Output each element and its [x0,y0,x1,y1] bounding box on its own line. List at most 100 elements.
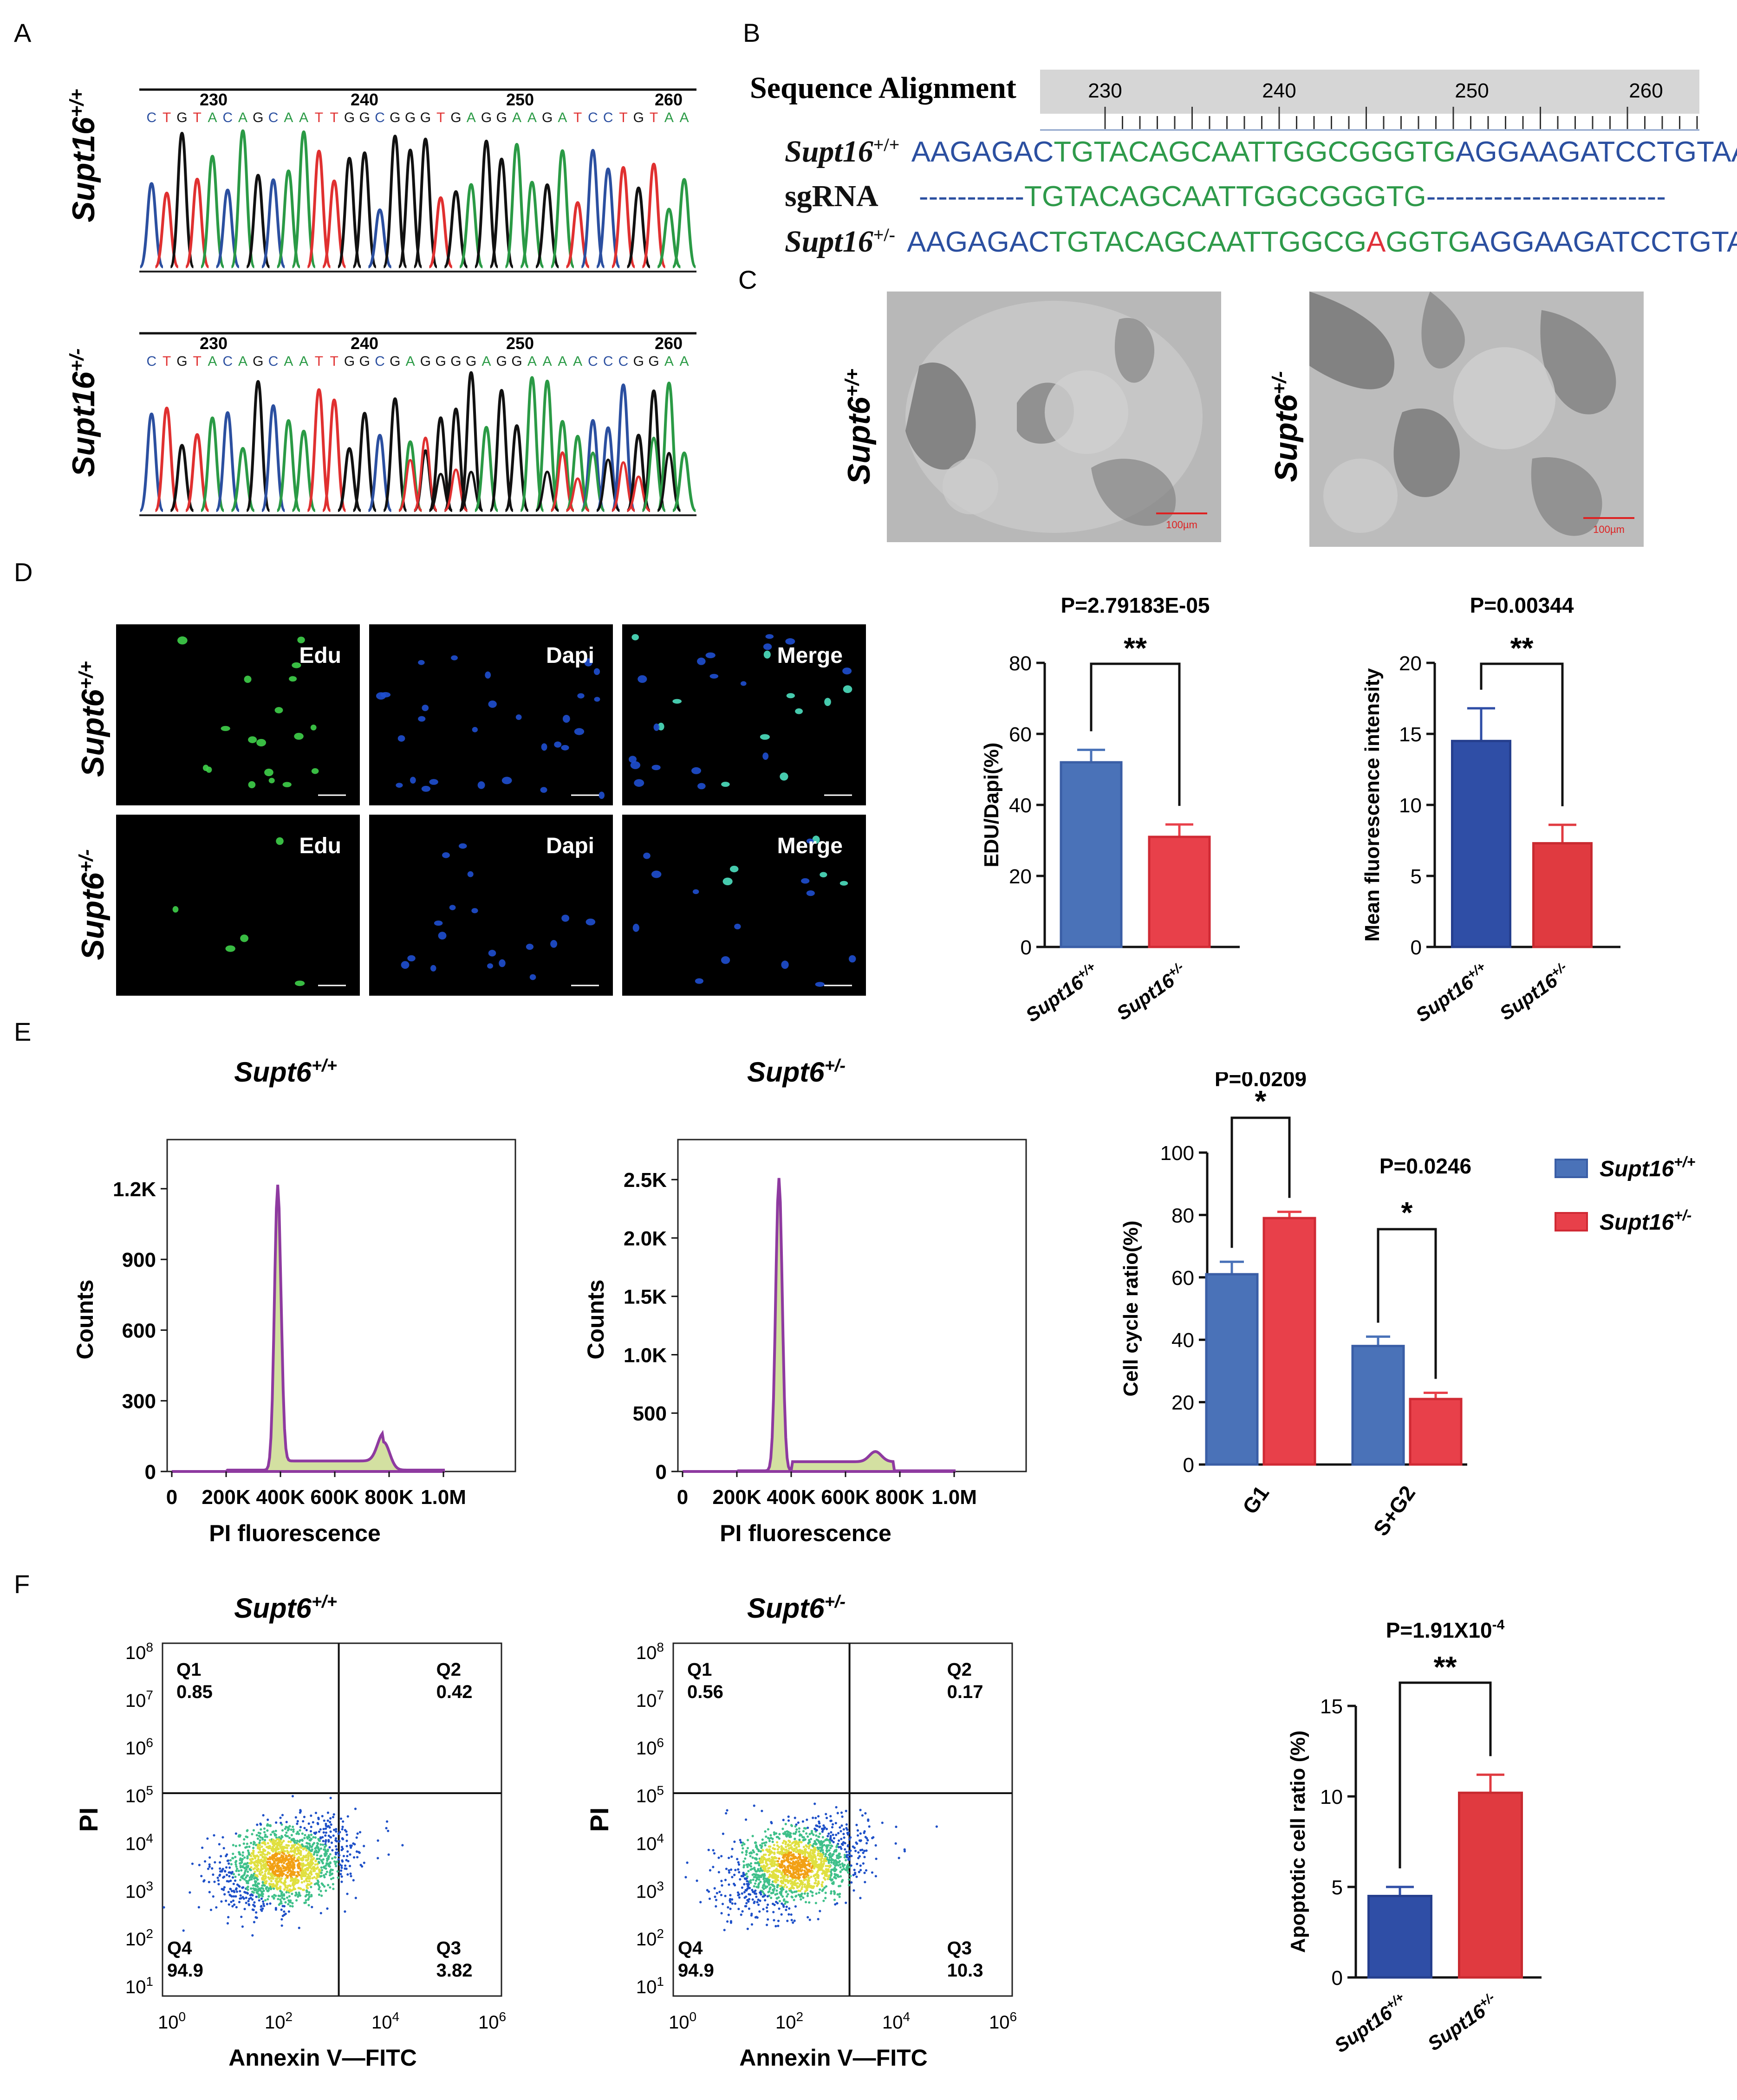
ruler-250: 250 [1455,79,1489,102]
event-dot [720,1855,723,1858]
event-dot [281,1870,284,1873]
y-tick-label: 108 [636,1640,664,1663]
chromatogram-tick-label: 230 [200,334,228,353]
event-dot [775,1857,778,1860]
event-dot [258,1873,261,1875]
trace-peak [534,183,560,268]
panel-label-e: E [14,1017,32,1046]
event-dot [800,1841,802,1844]
event-dot [684,1876,687,1879]
event-dot [349,1853,351,1856]
event-dot [281,1851,284,1854]
event-dot [335,1848,338,1851]
event-dot [197,1906,200,1909]
event-dot [308,1895,311,1898]
event-dot [258,1844,261,1847]
event-dot [290,1828,293,1831]
event-dot [274,1907,277,1910]
event-dot [273,1842,277,1845]
event-dot [283,1894,286,1897]
trace-peak [610,166,637,268]
event-dot [785,1851,788,1854]
event-dot [280,1894,284,1897]
event-dot [246,1881,248,1884]
significance-bracket [1399,1681,1492,1868]
event-dot [832,1841,835,1843]
event-dot [222,1876,225,1879]
bar [1148,836,1211,948]
event-dot [794,1855,796,1858]
event-dot [346,1815,349,1818]
event-dot [748,1886,751,1889]
event-dot [840,1824,843,1827]
event-dot [799,1889,802,1893]
event-dot [266,1886,268,1889]
event-dot [260,1871,264,1874]
event-dot [292,1825,294,1828]
fluorescence-image: Merge [622,624,866,805]
event-dot [315,1849,318,1852]
event-dot [246,1866,249,1869]
event-dot [279,1851,281,1854]
event-dot [785,1906,788,1908]
event-dot [833,1837,836,1840]
quadrant-value: 0.85 [176,1682,213,1702]
event-dot [846,1865,849,1868]
event-dot [322,1831,325,1834]
cell-nucleus [795,708,803,714]
event-dot [804,1853,807,1856]
event-dot [281,1829,284,1832]
event-dot [356,1856,359,1859]
event-dot [272,1883,275,1886]
cell-nucleus [691,767,702,774]
event-dot [300,1878,303,1880]
base-call: A [238,110,247,125]
x-tick-label: 106 [989,2009,1017,2033]
event-dot [291,1795,294,1798]
y-tick-label: 40 [1009,794,1032,817]
event-dot [780,1913,783,1916]
y-tick-label: 10 [1399,794,1422,817]
event-dot [788,1907,791,1910]
event-dot [248,1853,251,1856]
event-dot [226,1922,229,1925]
event-dot [323,1819,325,1822]
event-dot [345,1859,348,1861]
cell-nucleus [422,705,429,712]
event-dot [243,1907,246,1911]
event-dot [794,1895,797,1898]
base-call: T [619,110,627,125]
panel-c-genotype-het: Supt6+/- [1268,371,1304,482]
event-dot [234,1855,237,1859]
event-dot [817,1815,820,1818]
event-dot [264,1860,267,1862]
event-dot [273,1887,275,1890]
event-dot [714,1895,716,1898]
event-dot [813,1855,815,1858]
event-dot [792,1850,795,1853]
event-dot [285,1826,287,1828]
cell-nucleus [550,940,558,948]
event-dot [241,1861,243,1864]
cell-nucleus [709,674,719,679]
event-dot [257,1890,260,1893]
event-dot [280,1908,283,1911]
base-call: A [481,354,491,369]
event-dot [283,1888,286,1891]
event-dot [234,1863,237,1866]
event-dot [803,1885,806,1888]
x-tick-label: 106 [478,2009,506,2033]
event-dot [786,1895,788,1898]
event-dot [755,1886,758,1888]
event-dot [314,1811,318,1815]
event-dot [756,1901,759,1904]
event-dot [291,1905,294,1908]
event-dot [776,1893,779,1895]
event-dot [254,1874,257,1877]
event-dot [778,1899,781,1903]
event-dot [325,1889,327,1892]
event-dot [755,1879,757,1882]
event-dot [798,1865,801,1868]
event-dot [787,1834,789,1837]
event-dot [308,1891,311,1894]
